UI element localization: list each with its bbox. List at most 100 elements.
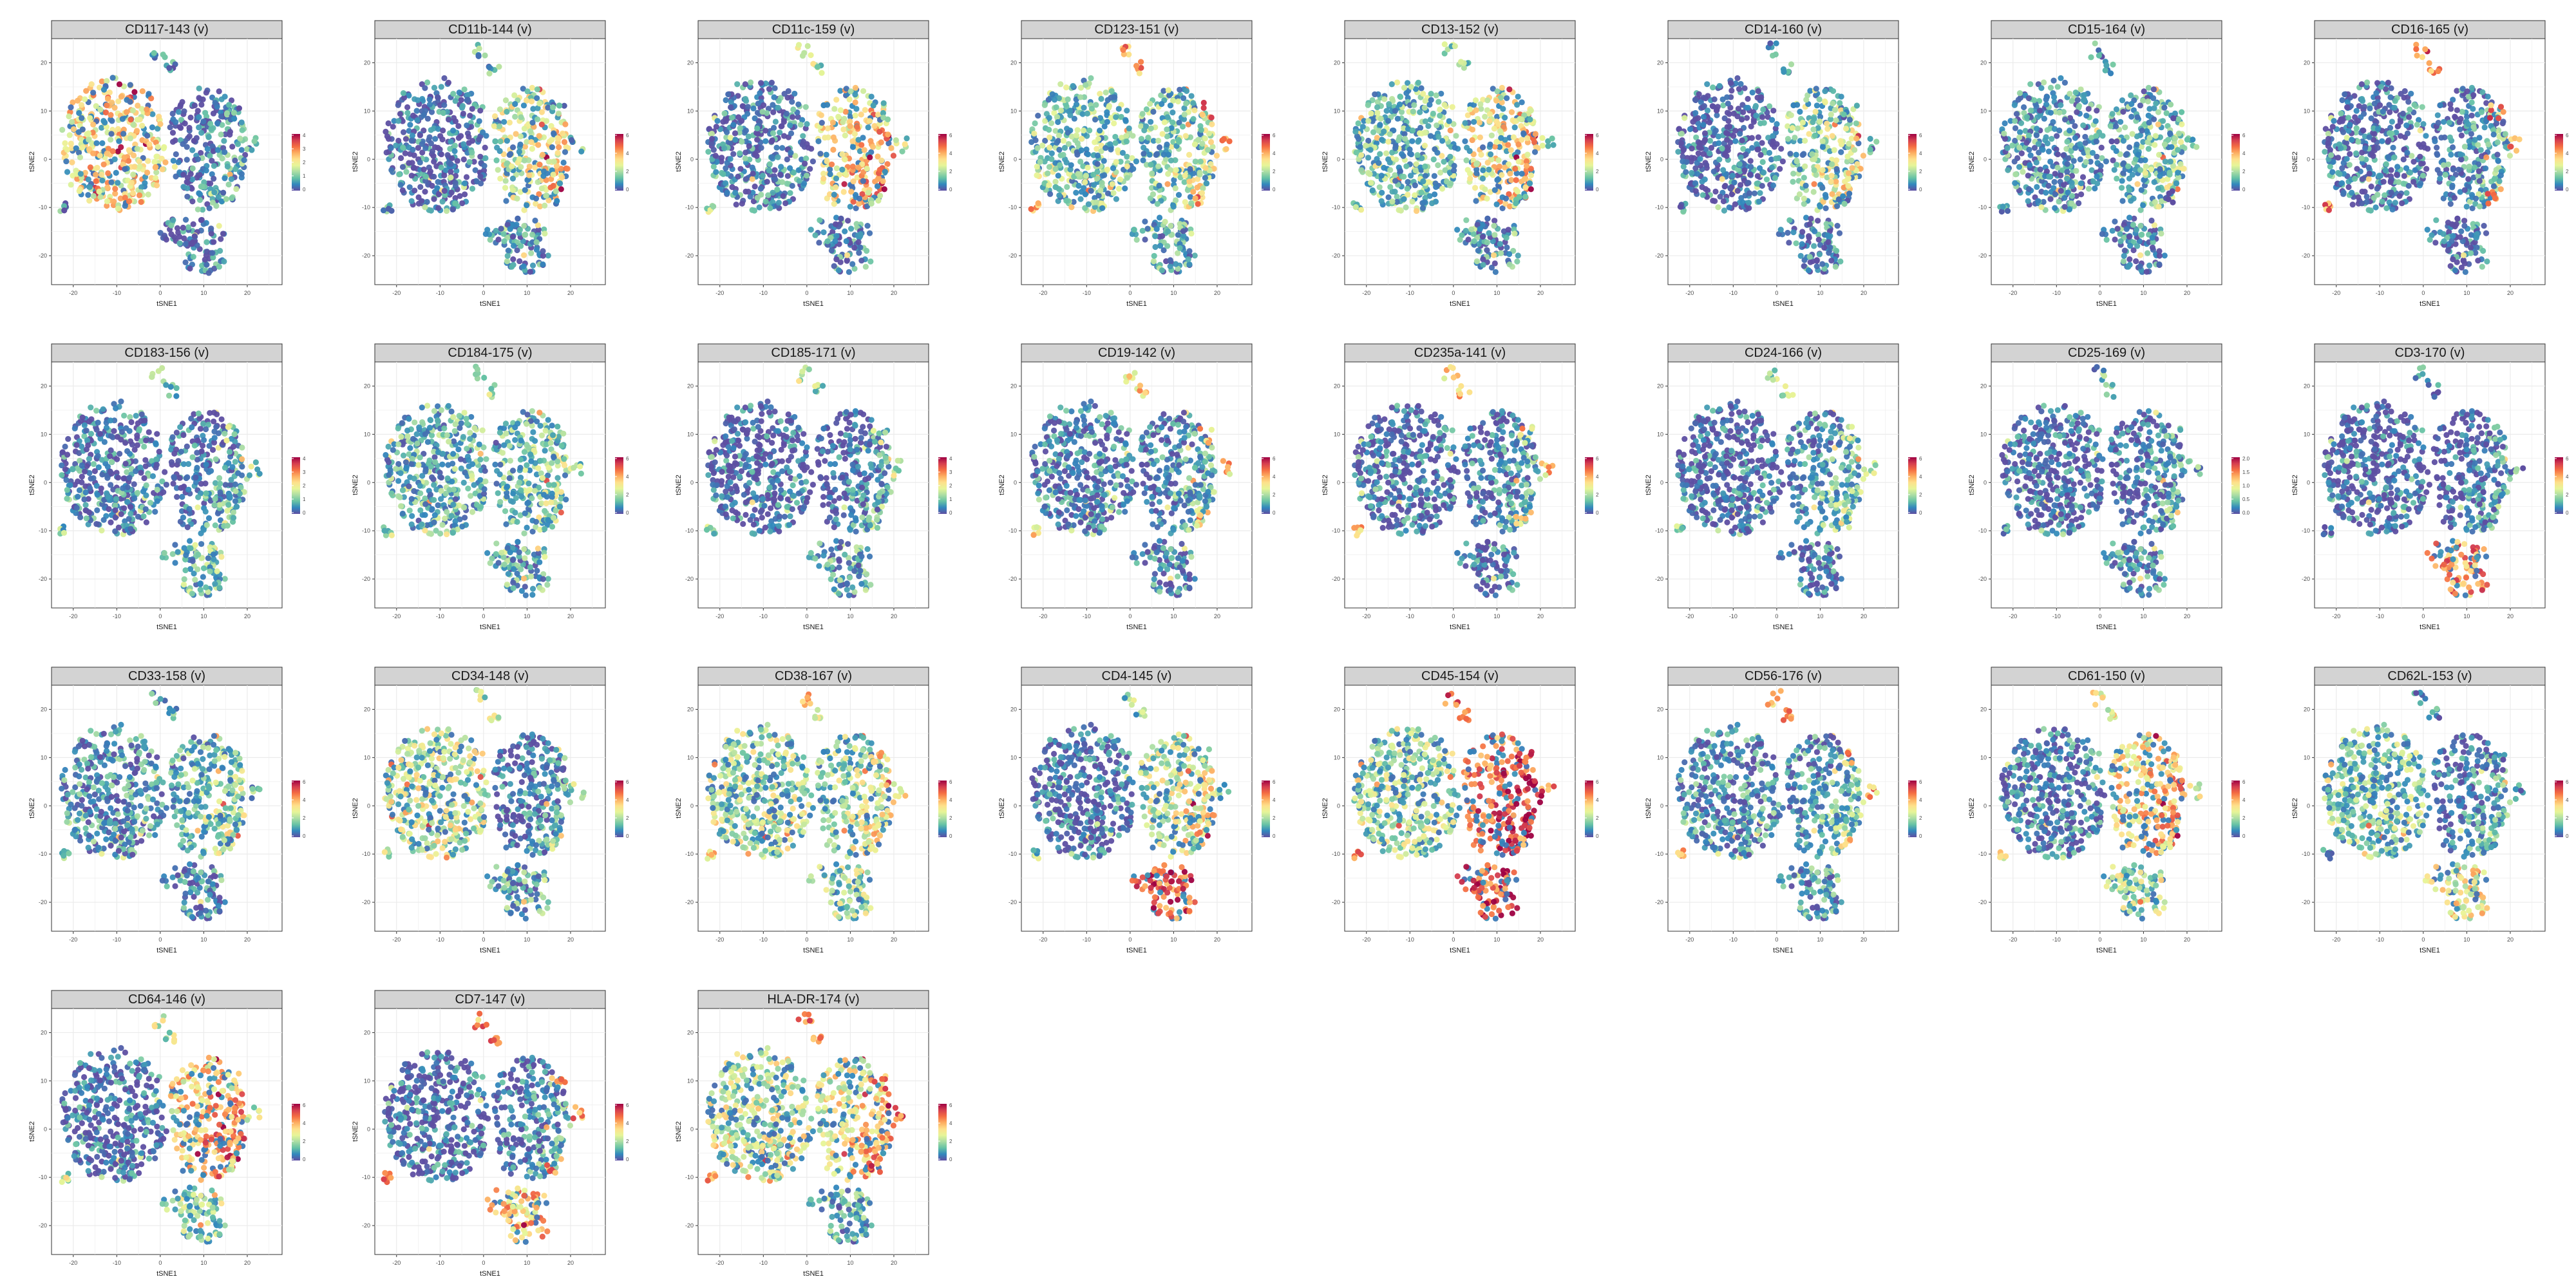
data-point [815, 138, 822, 144]
data-point [412, 187, 418, 194]
y-tick-label: 20 [41, 59, 47, 66]
data-point [168, 222, 175, 229]
x-axis-label: tSNE1 [156, 300, 177, 308]
data-point [139, 122, 146, 129]
data-point [495, 167, 501, 173]
data-point [477, 153, 484, 160]
facet-cd11c-159-v: CD11c-159 (v)-20 -10 0 10 2020100-10-20tSNE1… [675, 20, 952, 308]
data-point [238, 171, 245, 177]
colorbar-gradient [1262, 134, 1270, 191]
data-point [1138, 136, 1145, 142]
y-tick-label: 10 [1010, 108, 1017, 114]
data-point [1830, 88, 1837, 95]
data-point [1453, 133, 1459, 139]
data-point [1769, 117, 1776, 123]
data-point [808, 52, 814, 59]
data-point [219, 155, 225, 162]
colorbar-tick-label: 0 [626, 187, 629, 193]
data-point [466, 159, 473, 166]
data-point [578, 148, 585, 155]
data-point [115, 126, 121, 132]
data-point [757, 185, 764, 192]
data-point [167, 124, 173, 131]
data-point [749, 164, 755, 171]
data-point [1712, 128, 1719, 134]
data-point [190, 254, 196, 260]
data-point [1112, 140, 1119, 146]
data-point [197, 149, 204, 156]
colorbar-tick-label: 0 [303, 187, 306, 193]
data-point [404, 104, 411, 111]
data-point [1736, 86, 1743, 92]
data-point [750, 105, 757, 111]
data-point [1358, 167, 1365, 173]
data-point [526, 172, 533, 178]
data-point [1113, 159, 1119, 166]
x-tick-label: 10 [524, 290, 530, 296]
data-point [1113, 114, 1119, 120]
data-point [1745, 180, 1751, 186]
data-point [1479, 233, 1486, 240]
data-point [225, 102, 232, 108]
data-point [99, 177, 106, 184]
data-point [428, 127, 434, 133]
data-point [1063, 84, 1070, 91]
data-point [1088, 187, 1094, 194]
data-point [211, 163, 217, 169]
data-point [732, 137, 739, 143]
data-point [1826, 250, 1832, 256]
data-point [1205, 147, 1211, 153]
data-point [127, 99, 133, 105]
data-point [864, 247, 870, 254]
data-point [476, 137, 482, 143]
data-point [232, 157, 238, 164]
data-point [79, 144, 86, 151]
data-point [551, 130, 557, 137]
data-point [827, 171, 833, 178]
data-point [1213, 153, 1220, 159]
data-point [1811, 243, 1817, 249]
data-point [1148, 118, 1154, 125]
data-point [1165, 228, 1171, 234]
data-point [1801, 200, 1807, 207]
data-point [1794, 125, 1801, 131]
data-point [456, 90, 462, 96]
data-point [223, 196, 230, 202]
data-point [1401, 196, 1407, 202]
data-point [767, 205, 773, 211]
data-point [1077, 94, 1084, 100]
facet-cd11b-144-v: CD11b-144 (v)-20 -10 0 10 2020100-10-20tSNE1… [352, 20, 629, 308]
data-point [196, 85, 202, 91]
data-point [1495, 121, 1502, 128]
data-point [385, 120, 392, 127]
data-point [529, 119, 536, 126]
data-point [1422, 163, 1428, 170]
data-point [487, 236, 493, 243]
data-point [1415, 79, 1421, 86]
data-point [228, 176, 234, 182]
data-point [1097, 187, 1104, 194]
data-point [1101, 123, 1108, 129]
data-point [411, 152, 417, 158]
data-point [1155, 163, 1162, 169]
facet-title: CD11b-144 (v) [448, 23, 532, 37]
data-point [186, 124, 193, 131]
data-point [857, 244, 864, 251]
data-point [833, 256, 840, 263]
data-point [1694, 171, 1700, 177]
data-point [1741, 167, 1748, 173]
data-point [842, 156, 848, 163]
data-point [1479, 144, 1486, 151]
data-point [211, 189, 218, 196]
data-point [775, 200, 782, 206]
data-point [1513, 177, 1519, 184]
data-point [1480, 261, 1486, 268]
data-point [856, 200, 862, 207]
data-point [727, 104, 734, 111]
data-point [123, 109, 130, 115]
data-point [435, 178, 441, 185]
data-point [864, 166, 870, 172]
data-point [1486, 166, 1492, 173]
data-point [1421, 142, 1428, 149]
data-point [1815, 236, 1822, 243]
